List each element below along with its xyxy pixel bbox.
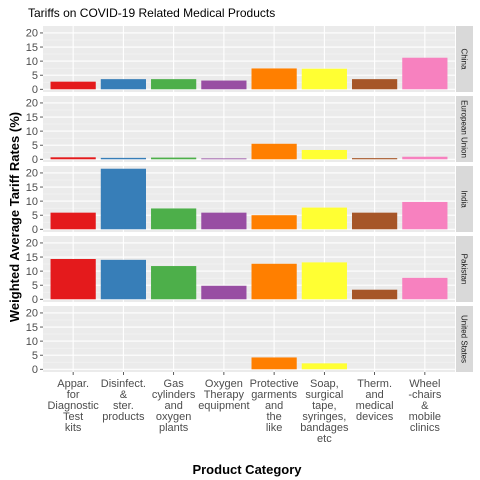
- bar: [50, 259, 96, 300]
- y-tick-label: 20: [26, 308, 38, 320]
- bar: [402, 57, 448, 90]
- y-tick-label: 20: [26, 238, 38, 250]
- x-tick-label: Therm. and medical devices: [356, 378, 394, 423]
- bar: [151, 208, 197, 230]
- y-tick-label: 0: [32, 154, 38, 166]
- x-axis-title: Product Category: [192, 462, 302, 477]
- y-tick-label: 10: [26, 56, 38, 68]
- facet-panel: 0 5 10 15 20 India: [26, 166, 473, 236]
- bar: [100, 157, 146, 160]
- facet-strip-label: United States: [460, 315, 469, 363]
- facet-strip: [456, 26, 473, 92]
- facet-panel: 0 5 10 15 20 European Union: [26, 96, 473, 166]
- bar: [251, 68, 297, 90]
- bar: [301, 68, 347, 90]
- bar: [50, 81, 96, 90]
- y-tick-label: 5: [32, 350, 38, 362]
- facet-strip-label: China: [460, 49, 469, 70]
- y-tick-label: 0: [32, 294, 38, 306]
- bar: [151, 157, 197, 160]
- y-tick-label: 10: [26, 196, 38, 208]
- bar: [352, 212, 398, 230]
- bar: [301, 207, 347, 230]
- y-tick-label: 15: [26, 322, 38, 334]
- y-tick-label: 0: [32, 84, 38, 96]
- facet-panel: 0 5 10 15 20 China: [26, 26, 473, 96]
- x-tick-label: Protective garments and the like: [250, 378, 299, 434]
- bar: [251, 263, 297, 300]
- x-tick-label: Wheel -chairs & mobile clinics: [408, 378, 442, 434]
- facet-strip-label: Pakistan: [460, 254, 469, 285]
- panel-background: [43, 306, 455, 372]
- y-tick-label: 20: [26, 98, 38, 110]
- y-tick-label: 10: [26, 126, 38, 138]
- y-axis-title: Weighted Average Tariff Rates (%): [7, 112, 22, 322]
- y-tick-label: 0: [32, 364, 38, 376]
- bar: [201, 158, 247, 160]
- y-tick-label: 10: [26, 336, 38, 348]
- facet-panel: 0 5 10 15 20 United States: [26, 306, 473, 376]
- x-tick-label: Appar. for Diagnostic Test kits: [47, 378, 99, 434]
- x-tick-label: Disinfect. & ster. products: [101, 378, 146, 423]
- y-tick-label: 10: [26, 266, 38, 278]
- bar: [301, 363, 347, 370]
- facet-panel: 0 5 10 15 20 Pakistan: [26, 236, 473, 306]
- x-tick-label: Oxygen Therapy equipment: [198, 378, 249, 412]
- bar: [402, 201, 448, 230]
- bar: [301, 262, 347, 300]
- bar: [402, 277, 448, 300]
- x-tick-label: Gas cylinders and oxygen plants: [152, 378, 196, 434]
- facet-strip: [456, 96, 473, 162]
- facet-strip: [456, 306, 473, 372]
- facet-strip: [456, 236, 473, 302]
- bar: [352, 158, 398, 160]
- facet-strip: [456, 166, 473, 232]
- bar: [251, 357, 297, 370]
- y-tick-label: 5: [32, 140, 38, 152]
- bar: [352, 289, 398, 300]
- bar: [251, 143, 297, 160]
- y-tick-label: 20: [26, 28, 38, 40]
- y-tick-label: 0: [32, 224, 38, 236]
- y-tick-label: 15: [26, 112, 38, 124]
- bar: [201, 285, 247, 300]
- bar: [301, 149, 347, 160]
- bar: [251, 215, 297, 230]
- y-tick-label: 15: [26, 182, 38, 194]
- y-tick-label: 5: [32, 210, 38, 222]
- facet-strip-label: European Union: [460, 100, 469, 158]
- bar: [100, 259, 146, 300]
- facet-panels: 0 5 10 15 20 China 0 5 10 15 20 European Union 0 5 10 1…: [26, 26, 473, 376]
- bar: [50, 212, 96, 230]
- y-tick-label: 15: [26, 252, 38, 264]
- bar: [100, 79, 146, 90]
- facet-strip-label: India: [460, 190, 469, 208]
- x-tick-label: Soap, surgical tape, syringes, bandages etc: [300, 378, 349, 445]
- bar: [201, 80, 247, 90]
- y-tick-label: 5: [32, 70, 38, 82]
- bar: [151, 79, 197, 90]
- chart-title: Tariffs on COVID-19 Related Medical Prod…: [28, 6, 275, 20]
- bar: [352, 79, 398, 90]
- bar: [402, 156, 448, 160]
- bar: [50, 157, 96, 160]
- panel-background: [43, 96, 455, 162]
- bar: [100, 168, 146, 230]
- bar: [151, 266, 197, 300]
- y-tick-label: 5: [32, 280, 38, 292]
- bar: [201, 212, 247, 230]
- y-tick-label: 15: [26, 42, 38, 54]
- y-tick-label: 20: [26, 168, 38, 180]
